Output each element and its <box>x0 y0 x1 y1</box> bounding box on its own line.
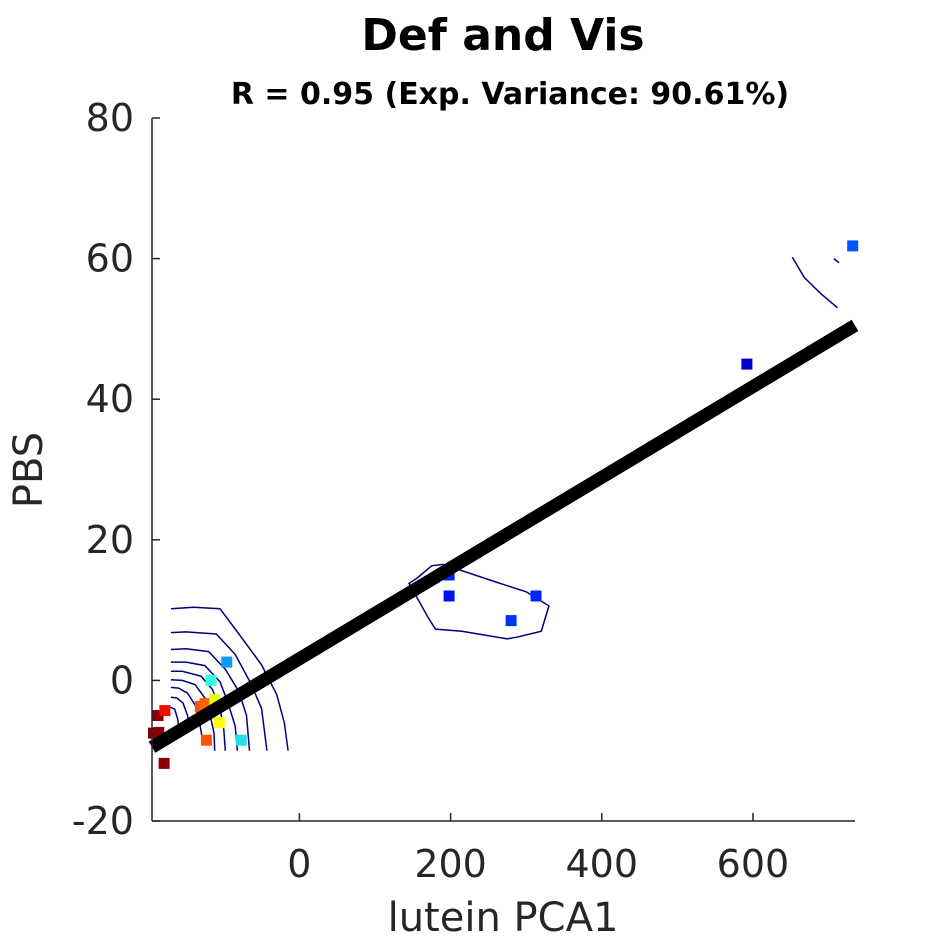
data-point <box>159 705 171 717</box>
data-point <box>530 590 542 602</box>
chart-title: Def and Vis <box>361 10 644 61</box>
contour-line <box>170 661 239 751</box>
contour-line <box>170 631 268 751</box>
y-tick-label: 60 <box>86 237 134 281</box>
x-tick-label: 200 <box>414 842 487 886</box>
data-point <box>152 710 164 721</box>
data-point <box>221 656 233 668</box>
data-point <box>443 590 455 602</box>
contour-line <box>170 606 289 751</box>
contour-line <box>791 256 839 309</box>
data-point <box>235 734 247 746</box>
data-point <box>153 726 165 738</box>
x-tick-label: 0 <box>287 842 311 886</box>
data-point <box>200 734 212 746</box>
data-point <box>741 358 753 370</box>
contours <box>169 256 840 751</box>
y-tick-label: -20 <box>72 799 134 843</box>
y-tick-label: 0 <box>110 658 134 702</box>
y-axis-label: PBS <box>6 432 52 508</box>
data-point <box>205 674 217 686</box>
y-tick-label: 80 <box>86 96 134 140</box>
data-point <box>158 757 170 769</box>
contour-line <box>170 670 227 751</box>
y-tick-label: 20 <box>86 518 134 562</box>
data-point <box>199 698 211 710</box>
fit-line-group <box>148 319 859 753</box>
y-tick-label: 40 <box>86 377 134 421</box>
x-tick-label: 400 <box>566 842 639 886</box>
axes: -20 0 20 40 60 80 0 200 400 600 <box>72 96 855 886</box>
contour-line <box>170 648 251 751</box>
contour-line <box>833 258 840 264</box>
data-point <box>209 693 221 705</box>
chart-subtitle: R = 0.95 (Exp. Variance: 90.61%) <box>231 77 789 112</box>
x-axis-label: lutein PCA1 <box>388 895 619 941</box>
contour-line <box>170 678 216 751</box>
x-tick-label: 600 <box>717 842 790 886</box>
data-point <box>213 717 225 729</box>
data-point <box>505 615 517 627</box>
fit-line <box>148 319 859 753</box>
data-point <box>847 240 859 252</box>
